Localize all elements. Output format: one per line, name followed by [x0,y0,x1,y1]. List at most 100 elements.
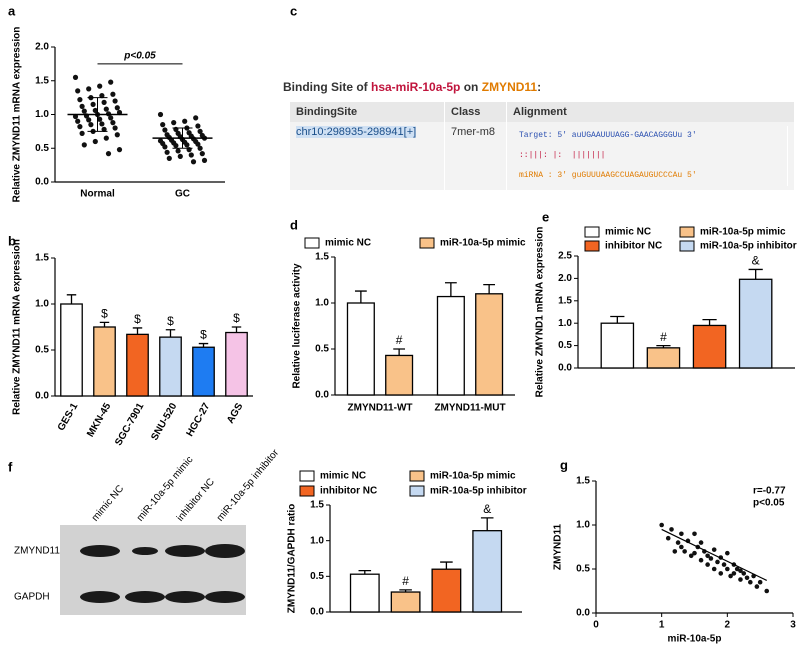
dot [162,144,168,150]
y-tick-label: 1.0 [558,318,572,329]
y-tick-label: 2.5 [558,251,572,262]
bar [738,278,773,369]
x-tick-label: GC [175,189,190,200]
y-tick-label: 1.0 [35,299,49,310]
fit-line [661,528,767,581]
y-axis-label: Relative luciferase activity [292,263,303,389]
error-bar [198,342,209,348]
dot [754,584,760,589]
dot [675,540,681,545]
y-tick-label: 0.5 [35,345,49,356]
dot [105,151,112,157]
dot [190,159,197,165]
dot [195,141,201,147]
binding-site[interactable]: chr10:298935-298941[+] [296,126,417,138]
dot [97,83,103,89]
dot [90,101,96,107]
x-tick-label: HGC-27 [185,401,213,439]
y-tick-label: 1.5 [315,252,329,263]
dot [103,135,109,141]
error-bar [358,569,372,575]
dot [672,549,678,554]
dot [72,74,79,80]
y-tick-label: 1.5 [576,476,590,487]
y-tick-label: 1.5 [35,75,49,86]
dot [182,118,188,124]
legend-label: mimic NC [320,471,366,482]
dot [738,568,743,574]
x-tick-label: SNU-520 [149,401,179,442]
y-axis-label: ZMYND11/GAPDH ratio [287,504,298,613]
y-axis-label: Relative ZMYND11 mRNA expression [12,239,23,415]
alignment-line: Target: 5' auUGAAUUUAGG-GAACAGGGUu 3' [513,126,788,146]
y-tick-label: 0.5 [315,344,329,355]
dot [725,550,730,556]
dot [77,124,83,130]
legend-label: mimic NC [605,227,651,238]
lane-label: miR-10a-5p inhibitor [215,447,282,524]
title-part: Binding Site of [283,80,368,94]
y-tick-label: 0.0 [310,607,324,618]
table-grid: BindingSite Class Alignment chr10:298935… [290,102,795,190]
row-label: ZMYND11 [14,546,60,557]
significance-marker: & [483,502,491,516]
dot [160,122,166,128]
dot [114,105,120,111]
y-tick-label: 2.0 [558,273,572,284]
dot [692,531,697,537]
dot [764,588,770,594]
dot [79,130,85,136]
significance-marker: $ [167,314,174,328]
dot [112,125,118,131]
error-bar [702,318,717,326]
dot [705,562,710,567]
x-tick-label: ZMYND11-WT [348,403,413,414]
bar [390,591,421,613]
dot [166,155,172,161]
panel-label: d [290,217,298,232]
legend-label: miR-10a-5p mimic [700,227,786,238]
panel-label: f [8,459,13,474]
error-bar [748,268,763,280]
cell: 7mer-m8 [445,122,507,190]
lane-label: mimic NC [90,483,126,523]
significance-marker: # [660,330,667,344]
alignment-line: miRNA : 3' guGUUUAAGCCUAGAUGUCCCAu 5' [513,166,788,186]
dot [744,575,750,581]
y-tick-label: 1.0 [310,535,324,546]
dot [728,573,733,579]
dot [741,571,747,576]
error-bar [99,321,110,327]
cell: chr10:298935-298941[+] [290,122,445,190]
y-tick-label: 0.5 [558,340,572,351]
dot [193,115,199,121]
error-bar [399,589,412,593]
dot [669,527,674,532]
dot [157,111,164,118]
bar [646,347,681,369]
bar [126,333,149,397]
bar [225,331,248,397]
bar [349,573,380,613]
row-label: GAPDH [14,592,50,603]
title-part: hsa-miR-10a-5p [371,80,461,94]
dot [101,126,107,132]
header: BindingSite [290,102,445,122]
panel-label: a [8,3,16,18]
bar [431,568,462,613]
title-part: on [463,80,479,94]
dot [698,557,704,563]
title-part: ZMYND11 [481,80,538,94]
x-tick-label: 2 [725,620,731,631]
legend-swatch [409,470,425,482]
error-bar [444,282,457,297]
bar [692,324,727,369]
dot [708,556,714,561]
header: Class [445,102,507,122]
dot [103,106,109,112]
dot [659,522,664,528]
y-tick-label: 2.0 [35,42,49,53]
y-tick-label: 1.5 [35,253,49,264]
x-tick-label: 3 [790,620,796,631]
